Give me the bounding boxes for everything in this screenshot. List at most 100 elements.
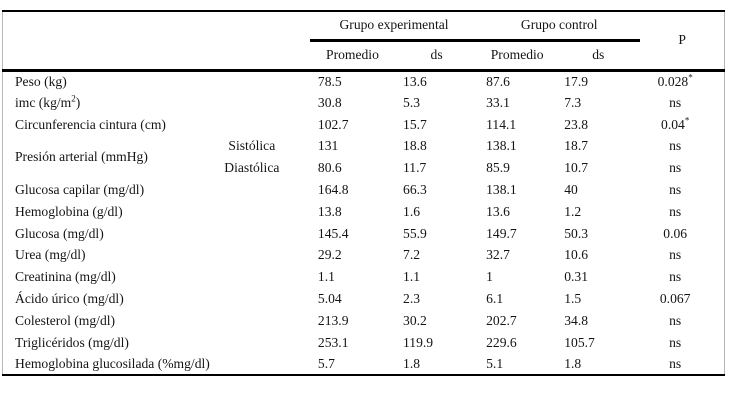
p-value-text: ns — [669, 138, 682, 154]
ctl-promedio-header: Promedio — [490, 47, 544, 63]
cell-ctl-ds: 1.5 — [564, 291, 582, 307]
p-value-text: ns — [669, 312, 682, 328]
table-row: imc (kg/m2) 30.8 5.3 33.1 7.3 ns — [3, 92, 725, 114]
row-label: Triglicéridos (mg/dl) — [15, 334, 129, 350]
cell-exp-ds: 11.7 — [403, 160, 427, 176]
cell-exp-ds: 55.9 — [403, 225, 427, 241]
cell-p-value: 0.067 — [640, 288, 724, 310]
row-label: Colesterol (mg/dl) — [15, 312, 116, 328]
cell-exp-promedio: 102.7 — [317, 116, 349, 132]
p-value-text: ns — [669, 182, 682, 198]
row-label: Glucosa (mg/dl) — [15, 225, 104, 241]
table-row: Circunferencia cintura (cm) 102.7 15.7 1… — [3, 114, 725, 136]
cell-p-value: ns — [640, 353, 724, 375]
cell-p-value: 0.028* — [640, 70, 724, 92]
cell-ctl-promedio: 138.1 — [486, 138, 517, 154]
cell-exp-promedio: 5.7 — [317, 355, 335, 371]
results-table: Grupo experimental Grupo control P Prome… — [2, 10, 725, 377]
cell-exp-ds: 18.8 — [403, 138, 427, 154]
table-row: Urea (mg/dl) 29.2 7.2 32.7 10.6 ns — [3, 244, 725, 266]
cell-ctl-ds: 0.31 — [564, 269, 589, 285]
cell-ctl-ds: 7.3 — [564, 94, 582, 110]
p-value-text: ns — [669, 269, 682, 285]
sub-header-row: Promedio ds Promedio ds — [3, 40, 725, 70]
cell-exp-ds: 13.6 — [403, 73, 427, 89]
cell-ctl-promedio: 33.1 — [486, 94, 510, 110]
cell-p-value: ns — [640, 244, 724, 266]
cell-ctl-promedio: 6.1 — [486, 291, 504, 307]
cell-exp-promedio: 1.1 — [317, 269, 335, 285]
p-value-text: ns — [669, 247, 682, 263]
corner-blank-cell — [3, 11, 310, 70]
cell-ctl-ds: 105.7 — [564, 334, 595, 350]
cell-p-value: ns — [640, 92, 724, 114]
cell-ctl-promedio: 32.7 — [486, 247, 510, 263]
table-row: Peso (kg) 78.5 13.6 87.6 17.9 0.028* — [3, 70, 725, 92]
cell-p-value: ns — [640, 201, 724, 223]
row-label-text: imc (kg/m — [15, 94, 72, 110]
p-value-text: 0.06 — [663, 225, 688, 241]
row-label: imc (kg/m2) — [3, 92, 310, 114]
p-value-text: 0.04 — [661, 116, 685, 132]
cell-ctl-ds: 18.7 — [564, 138, 589, 154]
row-label: Glucosa capilar (mg/dl) — [15, 182, 145, 198]
exp-promedio-header: Promedio — [326, 47, 379, 63]
cell-p-value: ns — [640, 179, 724, 201]
row-label: Creatinina (mg/dl) — [15, 269, 116, 285]
cell-exp-promedio: 213.9 — [317, 312, 349, 328]
cell-ctl-promedio: 1 — [486, 269, 493, 285]
p-value-text: ns — [669, 203, 682, 219]
table-row: Glucosa (mg/dl) 145.4 55.9 149.7 50.3 0.… — [3, 223, 725, 245]
cell-exp-promedio: 80.6 — [317, 160, 342, 176]
table-row: Triglicéridos (mg/dl) 253.1 119.9 229.6 … — [3, 332, 725, 354]
p-column-header: P — [678, 32, 686, 48]
row-label-text: ) — [75, 94, 81, 110]
cell-p-value: ns — [640, 310, 724, 332]
cell-ctl-promedio: 149.7 — [486, 225, 517, 241]
table-row: Creatinina (mg/dl) 1.1 1.1 1 0.31 ns — [3, 266, 725, 288]
cell-ctl-ds: 1.8 — [564, 355, 582, 371]
row-label: Ácido úrico (mg/dl) — [15, 291, 124, 307]
table-row: Diastólica 80.6 11.7 85.9 10.7 ns — [3, 157, 725, 179]
cell-ctl-promedio: 202.7 — [486, 312, 517, 328]
table-row: Hemoglobina (g/dl) 13.8 1.6 13.6 1.2 ns — [3, 201, 725, 223]
row-label-blood-pressure: Presión arterial (mmHg) — [15, 149, 148, 165]
cell-exp-ds: 1.6 — [403, 203, 421, 219]
row-label: Peso (kg) — [15, 73, 67, 89]
cell-p-value: ns — [640, 157, 724, 179]
p-value-text: ns — [669, 160, 682, 176]
cell-exp-promedio: 30.8 — [317, 94, 342, 110]
table-row: Ácido úrico (mg/dl) 5.04 2.3 6.1 1.5 0.0… — [3, 288, 725, 310]
cell-ctl-ds: 10.6 — [564, 247, 589, 263]
row-sublabel-diastolica: Diastólica — [224, 160, 280, 176]
cell-p-value: ns — [640, 332, 724, 354]
cell-exp-promedio: 5.04 — [317, 291, 342, 307]
cell-exp-promedio: 131 — [317, 138, 339, 154]
cell-ctl-ds: 34.8 — [564, 312, 589, 328]
cell-p-value: ns — [640, 266, 724, 288]
table-header: Grupo experimental Grupo control P Prome… — [2, 11, 725, 70]
cell-ctl-ds: 10.7 — [564, 160, 589, 176]
cell-p-value: 0.06 — [640, 223, 724, 245]
exponent-sup: 2 — [71, 93, 76, 104]
group-experimental-header: Grupo experimental — [309, 11, 479, 42]
cell-ctl-promedio: 138.1 — [486, 182, 517, 198]
ctl-ds-header: ds — [592, 47, 605, 63]
table-row: Hemoglobina glucosilada (%mg/dl) 5.7 1.8… — [3, 353, 725, 375]
cell-ctl-promedio: 5.1 — [486, 355, 504, 371]
cell-ctl-promedio: 13.6 — [486, 203, 510, 219]
cell-ctl-promedio: 87.6 — [486, 73, 510, 89]
cell-exp-ds: 7.2 — [403, 247, 421, 263]
cell-exp-ds: 5.3 — [403, 94, 421, 110]
cell-ctl-ds: 1.2 — [564, 203, 582, 219]
p-value-text: 0.028 — [657, 73, 689, 89]
group-header-row: Grupo experimental Grupo control P — [3, 11, 725, 47]
table-body: Peso (kg) 78.5 13.6 87.6 17.9 0.028* imc… — [3, 70, 725, 375]
cell-exp-ds: 1.8 — [403, 355, 421, 371]
cell-p-value: ns — [640, 135, 724, 157]
significance-asterisk: * — [688, 72, 693, 83]
p-value-text: ns — [669, 355, 682, 371]
cell-exp-promedio: 253.1 — [317, 334, 349, 350]
cell-exp-promedio: 13.8 — [317, 203, 342, 219]
